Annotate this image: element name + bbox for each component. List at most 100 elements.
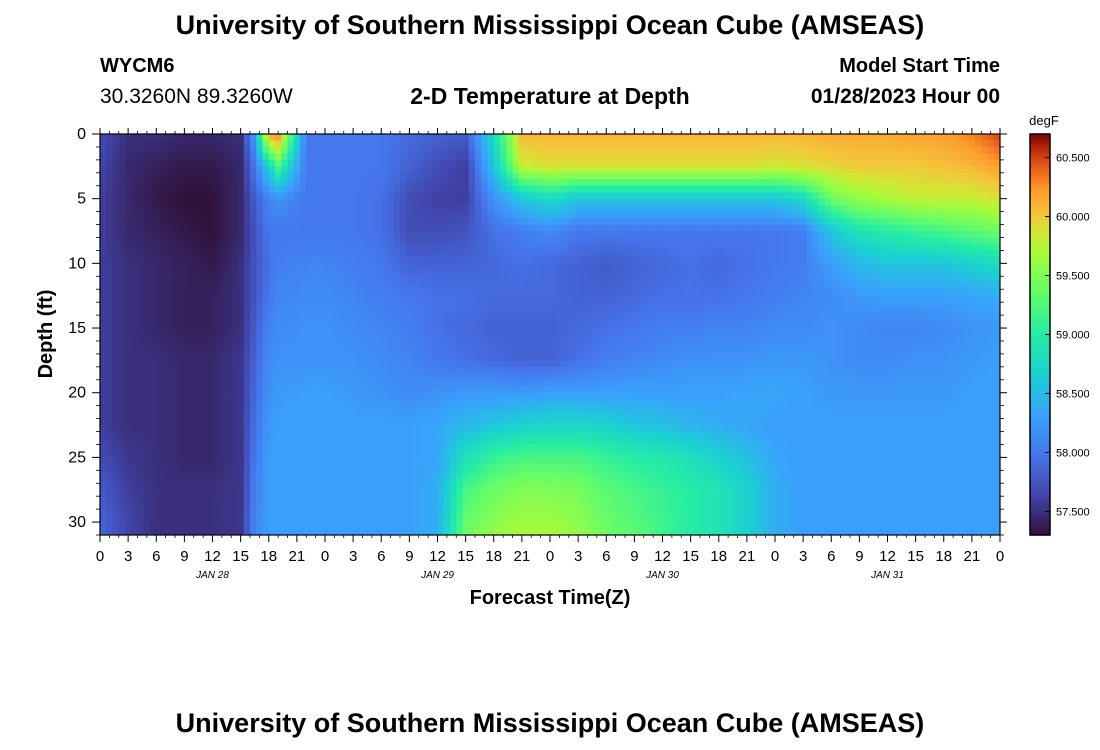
heatmap-cell [168,172,176,180]
heatmap-cell [212,159,220,167]
heatmap-cell [593,321,601,329]
heatmap-cell [456,302,464,310]
heatmap-cell [818,347,826,355]
heatmap-cell [637,166,645,174]
heatmap-cell [750,205,757,213]
heatmap-cell [287,340,295,349]
heatmap-cell [362,211,370,219]
heatmap-cell [850,185,857,193]
heatmap-cell [300,302,307,310]
heatmap-cell [281,256,289,264]
heatmap-cell [550,224,557,232]
heatmap-cell [850,340,857,349]
heatmap-cell [756,146,764,155]
heatmap-cell [856,289,864,297]
heatmap-cell [443,295,451,303]
heatmap-cell [262,295,270,303]
heatmap-cell [125,192,132,200]
heatmap-cell [825,295,832,303]
heatmap-cell [837,224,845,232]
heatmap-cell [125,166,132,174]
heatmap-cell [237,340,245,349]
heatmap-cell [118,166,126,174]
heatmap-cell [150,179,157,187]
heatmap-cell [531,205,539,213]
heatmap-cell [137,172,145,180]
heatmap-cell [531,172,539,180]
heatmap-cell [493,308,501,316]
heatmap-cell [181,243,189,252]
heatmap-cell [225,224,232,232]
heatmap-cell [400,353,407,361]
heatmap-cell [862,172,870,180]
heatmap-cell [281,231,289,239]
heatmap-cell [987,334,995,342]
heatmap-cell [481,146,489,155]
heatmap-cell [493,134,501,142]
heatmap-cell [825,321,832,329]
heatmap-cell [531,315,539,323]
heatmap-cell [518,334,526,342]
heatmap-cell [418,205,426,213]
heatmap-cell [800,263,807,271]
heatmap-cell [537,231,545,239]
heatmap-cell [568,172,576,180]
heatmap-cell [368,172,376,180]
heatmap-cell [487,321,495,329]
heatmap-cell [712,340,720,349]
heatmap-cell [650,153,657,161]
heatmap-cell [425,231,432,239]
heatmap-cell [856,276,864,284]
heatmap-cell [550,185,557,193]
heatmap-cell [693,205,701,213]
heatmap-cell [268,315,276,323]
heatmap-cell [675,224,682,232]
heatmap-cell [356,179,364,187]
heatmap-cell [806,315,814,323]
heatmap-cell [943,347,951,355]
heatmap-cell [150,205,157,213]
heatmap-cell [900,256,907,264]
heatmap-cell [362,263,370,271]
heatmap-cell [287,198,295,206]
heatmap-cell [150,353,157,361]
heatmap-cell [881,302,889,310]
heatmap-cell [375,140,382,148]
heatmap-cell [218,302,226,310]
heatmap-cell [162,205,170,213]
heatmap-cell [781,315,789,323]
heatmap-cell [725,224,732,232]
heatmap-cell [900,185,907,193]
heatmap-cell [975,315,982,323]
heatmap-cell [587,250,595,258]
heatmap-cell [725,347,732,355]
heatmap-cell [637,185,645,193]
heatmap-cell [625,172,632,180]
heatmap-cell [268,276,276,284]
heatmap-cell [712,302,720,310]
heatmap-cell [687,159,695,167]
heatmap-cell [275,166,282,174]
heatmap-cell [106,276,114,284]
heatmap-cell [212,198,220,206]
heatmap-cell [487,315,495,323]
heatmap-cell [925,166,932,174]
heatmap-cell [325,211,332,219]
heatmap-cell [306,353,314,361]
heatmap-cell [143,140,151,148]
heatmap-cell [500,146,507,155]
heatmap-cell [818,211,826,219]
heatmap-cell [831,328,839,336]
heatmap-cell [700,328,707,336]
heatmap-cell [875,166,882,174]
heatmap-cell [925,250,932,258]
heatmap-cell [225,328,232,336]
heatmap-cell [731,179,739,187]
heatmap-cell [312,308,320,316]
heatmap-cell [512,218,520,226]
heatmap-cell [975,179,982,187]
heatmap-cell [625,198,632,206]
heatmap-cell [243,263,251,271]
heatmap-cell [681,237,689,245]
heatmap-cell [650,282,657,290]
